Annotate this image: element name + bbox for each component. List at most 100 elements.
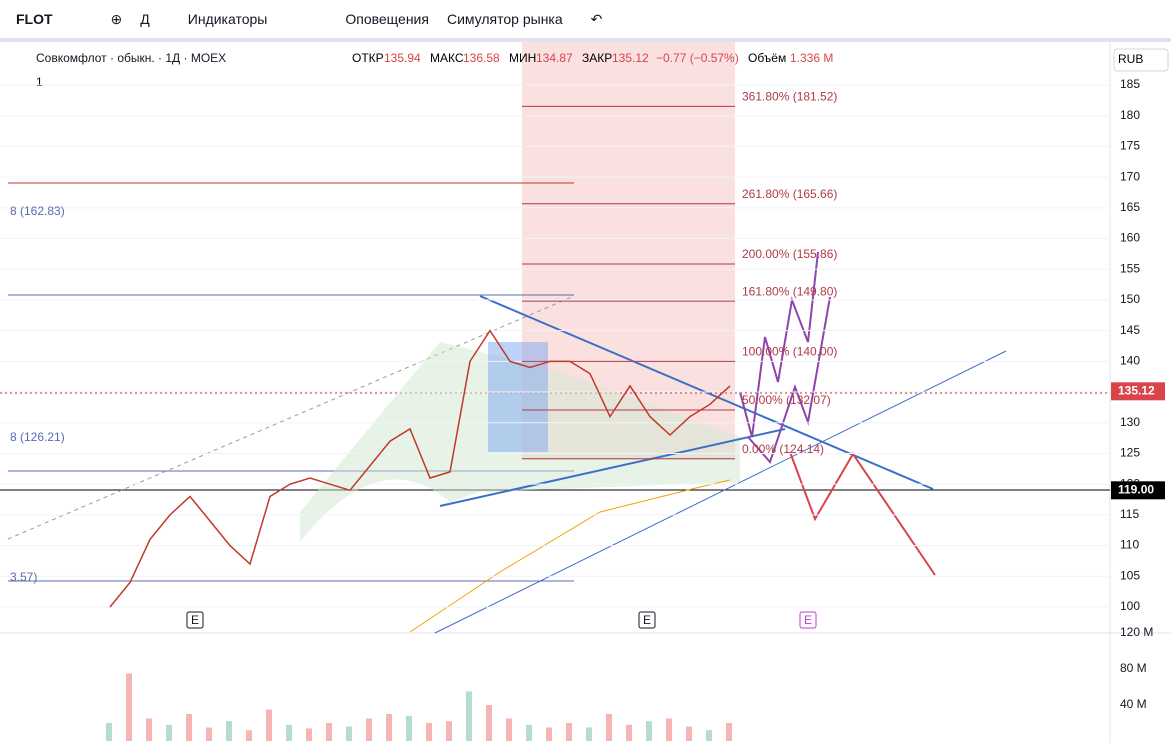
event-label: E — [804, 613, 812, 627]
volume-bar — [106, 723, 112, 741]
close-label: ЗАКР — [582, 51, 612, 65]
indicators[interactable]: Индикаторы — [187, 11, 268, 27]
ohlc: ОТКР 135.94 МАКС 136.58 МИН 134.87 ЗАКР … — [352, 51, 833, 65]
volume-bar — [406, 715, 412, 741]
symbol[interactable]: FLOT — [16, 11, 53, 27]
price-tag-label: 119.00 — [1118, 482, 1154, 496]
currency-box — [1113, 48, 1169, 72]
volume-bar — [286, 724, 292, 741]
volume-bar — [226, 721, 232, 741]
toolbar: FLOT ⊕ Д Индикаторы Оповещения Симулятор… — [0, 0, 1171, 42]
price-tick: 125 — [1120, 446, 1140, 460]
chart: RUB Совкомфлот · обыкн. · 1Д · MOEX ОТКР… — [0, 42, 1171, 743]
volume-bar — [126, 673, 132, 741]
price-tick: 150 — [1120, 292, 1140, 306]
alerts[interactable]: Оповещения — [345, 11, 429, 27]
volume-bar — [426, 723, 432, 741]
volume-bar — [586, 727, 592, 741]
volume-bar — [706, 730, 712, 741]
change: −0.77 (−0.57%) — [656, 51, 739, 65]
currency: RUB — [1118, 52, 1143, 66]
trend-line — [434, 350, 1007, 634]
volume-bar — [686, 726, 692, 741]
volume-bar — [606, 714, 612, 741]
volume-bar — [166, 724, 172, 741]
legend-title: Совкомфлот · обыкн. · 1Д · MOEX — [36, 51, 226, 65]
price-tick: 130 — [1120, 415, 1140, 429]
volume-bar — [146, 718, 152, 741]
volume-bar — [386, 714, 392, 741]
price-line — [109, 329, 731, 608]
price-tick: 145 — [1120, 323, 1140, 337]
add[interactable]: ⊕ — [110, 10, 123, 27]
volume-bar — [326, 723, 332, 741]
price-tick: 100 — [1120, 599, 1140, 613]
volume-bar — [346, 726, 352, 741]
fib-label: 100.00% (140.00) — [742, 345, 837, 359]
undo[interactable]: ↶ — [590, 10, 603, 27]
volume-tick: 120 M — [1120, 625, 1153, 639]
volume-bar — [546, 727, 552, 741]
price-tick: 165 — [1120, 200, 1140, 214]
scenario-up — [739, 251, 819, 438]
volume-bar — [366, 718, 372, 741]
event-label: E — [643, 613, 651, 627]
price-tag — [1111, 382, 1165, 401]
volume: 1.336 M — [790, 51, 833, 65]
volume-label: Объём — [748, 51, 786, 65]
open: 135.94 — [384, 51, 421, 65]
volume-tick: 80 M — [1120, 661, 1147, 675]
left-label: 8 (162.83) — [10, 204, 65, 218]
volume-bar — [186, 714, 192, 741]
high-label: МАКС — [430, 51, 464, 65]
price-tag-label: 135.12 — [1118, 383, 1155, 397]
price-tick: 105 — [1120, 568, 1140, 582]
volume-bar — [466, 691, 472, 741]
volume-bar — [666, 718, 672, 741]
volume-profile — [488, 342, 548, 452]
left-label: 8 (126.21) — [10, 430, 65, 444]
event-box — [186, 611, 204, 629]
volume-bar — [206, 727, 212, 741]
volume-tick: 40 M — [1120, 697, 1147, 711]
volume-bar — [506, 718, 512, 741]
ma-200 — [409, 479, 731, 633]
price-tick: 180 — [1120, 108, 1140, 122]
price-tick: 185 — [1120, 77, 1140, 91]
volume-bar — [486, 705, 492, 741]
price-tick: 155 — [1120, 261, 1140, 275]
fib-label: 0.00% (124.14) — [742, 442, 824, 456]
interval[interactable]: Д — [140, 11, 150, 27]
volume-bar — [266, 709, 272, 741]
low: 134.87 — [536, 51, 573, 65]
event-box — [638, 611, 656, 629]
price-tick: 140 — [1120, 354, 1140, 368]
fib-label: 161.80% (149.80) — [742, 284, 837, 298]
simulator[interactable]: Симулятор рынка — [446, 11, 563, 27]
trend-line — [439, 428, 786, 507]
left-label: 3.57) — [10, 570, 37, 584]
close: 135.12 — [612, 51, 649, 65]
study-count: 1 — [36, 75, 43, 89]
fib-label: 361.80% (181.52) — [742, 90, 837, 104]
volume-bar — [306, 728, 312, 741]
open-label: ОТКР — [352, 51, 384, 65]
volume-bar — [246, 730, 252, 741]
volume-bar — [526, 724, 532, 741]
channel — [7, 295, 575, 540]
fib-label: 50.00% (132.07) — [742, 393, 831, 407]
volume-bar — [566, 723, 572, 741]
price-tick: 160 — [1120, 231, 1140, 245]
volume-bar — [726, 723, 732, 741]
price-tick: 175 — [1120, 139, 1140, 153]
volume-bar — [626, 724, 632, 741]
fib-label: 261.80% (165.66) — [742, 187, 837, 201]
price-tick: 115 — [1120, 507, 1139, 521]
volume-bar — [646, 721, 652, 741]
high: 136.58 — [463, 51, 500, 65]
price-tick: 170 — [1120, 169, 1140, 183]
fib-label: 200.00% (155.86) — [742, 247, 837, 261]
volume-bar — [446, 721, 452, 741]
event-label: E — [191, 613, 199, 627]
